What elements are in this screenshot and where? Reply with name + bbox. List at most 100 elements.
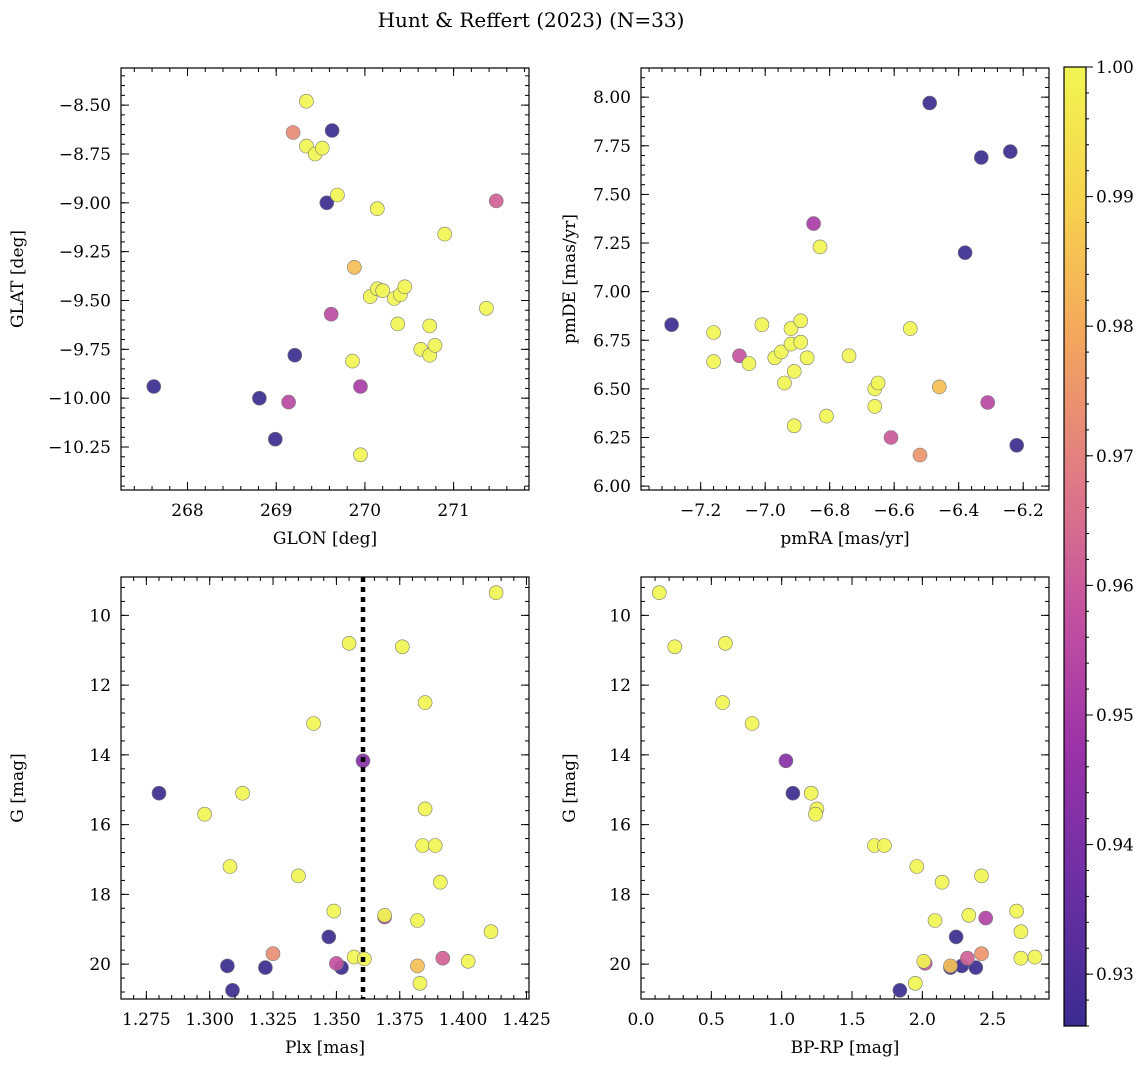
y-axis-label: GLAT [deg] (8, 230, 28, 328)
data-point (974, 946, 989, 962)
y-tick-label: −10.00 (48, 389, 111, 409)
data-point (968, 960, 984, 975)
colorbar-tick-label: 0.99 (1096, 188, 1134, 208)
data-point (252, 390, 267, 406)
plot-area (151, 577, 504, 999)
x-tick-label: −6.4 (938, 501, 979, 521)
data-point (957, 245, 973, 260)
x-tick-label: 1.0 (768, 1010, 795, 1030)
y-tick-label: 20 (609, 955, 631, 975)
y-tick-label: 10 (89, 606, 111, 626)
data-point (927, 913, 943, 928)
colorbar-frame (1063, 66, 1087, 1027)
colorbar-tick-label: 0.96 (1096, 576, 1134, 596)
colorbar-tick-label: 0.94 (1096, 836, 1134, 856)
x-tick-label: 1.275 (122, 1010, 171, 1030)
data-point (488, 585, 504, 601)
y-tick-label: 8.00 (593, 88, 631, 108)
data-point (412, 975, 428, 991)
x-tick-label: 2.5 (979, 1010, 1006, 1030)
data-point (479, 300, 494, 316)
data-point (410, 913, 425, 928)
data-point (265, 946, 281, 962)
data-point (943, 958, 958, 974)
colorbar-tick-label: 0.93 (1096, 965, 1134, 985)
data-point (909, 859, 925, 874)
data-point (934, 874, 950, 890)
data-point (786, 418, 802, 434)
y-tick-label: 14 (89, 746, 111, 766)
data-point (819, 408, 834, 424)
x-tick-label: 1.5 (839, 1010, 866, 1030)
panel-pmra-pmde: −7.2 −7.0 −6.8 −6.6 −6.4 −6.2 6.00 6.25 6.50 6.75… (560, 67, 1050, 549)
x-tick-label: 1.375 (375, 1010, 424, 1030)
data-point (235, 785, 250, 801)
tick-marks (640, 577, 1050, 999)
data-point (785, 785, 801, 801)
y-tick-label: 12 (609, 676, 631, 696)
data-point (754, 317, 770, 333)
y-axis-label: G [mag] (560, 753, 580, 822)
data-point (197, 806, 212, 822)
data-point (281, 394, 296, 410)
y-tick-label: 18 (609, 885, 631, 905)
data-point (306, 716, 321, 731)
x-tick-label: 1.300 (185, 1010, 234, 1030)
data-point (960, 950, 975, 966)
colorbar: 0.93 0.94 0.95 0.96 0.97 0.98 0.99 1.00 (1063, 58, 1134, 1027)
plot-area (651, 585, 1043, 998)
data-point (377, 907, 392, 923)
y-tick-label: 7.00 (593, 283, 631, 303)
y-tick-label: 6.75 (593, 331, 631, 351)
x-axis-label: pmRA [mas/yr] (780, 529, 909, 549)
y-tick-label: 7.50 (593, 185, 631, 205)
plot-area (664, 95, 1025, 463)
data-point (323, 306, 339, 322)
panel-glon-glat: 268 269 270 271 −10.25 −10.00 −9.75 −9.50 −9.25 −… (8, 67, 530, 549)
data-point (741, 356, 757, 371)
data-point (718, 635, 733, 651)
x-tick-label: 0.5 (698, 1010, 725, 1030)
data-point (1027, 949, 1043, 965)
y-tick-label: 6.00 (593, 477, 631, 497)
data-point (326, 903, 342, 919)
data-point (460, 953, 476, 969)
data-point (793, 334, 809, 350)
data-point (806, 216, 821, 231)
data-point (870, 375, 886, 391)
data-point (883, 430, 899, 445)
data-point (892, 982, 908, 998)
data-point (783, 321, 799, 336)
data-point (220, 958, 235, 974)
data-point (285, 125, 301, 140)
data-point (867, 399, 883, 414)
data-point (778, 753, 794, 769)
y-tick-label: −8.75 (59, 145, 111, 165)
data-point (841, 348, 857, 364)
data-point (321, 929, 337, 945)
x-tick-label: 268 (171, 501, 203, 521)
x-axis-label: Plx [mas] (285, 1038, 365, 1058)
data-point (744, 716, 760, 731)
y-tick-label: 20 (89, 955, 111, 975)
data-point (973, 150, 989, 165)
data-point (345, 353, 360, 369)
data-point (267, 431, 283, 447)
y-tick-label: 18 (89, 885, 111, 905)
data-point (980, 395, 996, 410)
axes-frame (120, 67, 530, 491)
tick-marks (121, 68, 529, 490)
y-tick-label: 10 (609, 606, 631, 626)
data-point (287, 347, 303, 363)
data-point (422, 318, 438, 334)
data-point (291, 868, 306, 884)
data-point (314, 140, 330, 156)
x-tick-label: 1.325 (249, 1010, 298, 1030)
x-tick-label: −7.2 (680, 501, 721, 521)
y-tick-label: 6.50 (593, 380, 631, 400)
data-point (664, 317, 679, 333)
data-point (415, 838, 430, 853)
data-point (1009, 437, 1025, 453)
data-point (651, 585, 667, 601)
x-tick-label: 269 (260, 501, 292, 521)
